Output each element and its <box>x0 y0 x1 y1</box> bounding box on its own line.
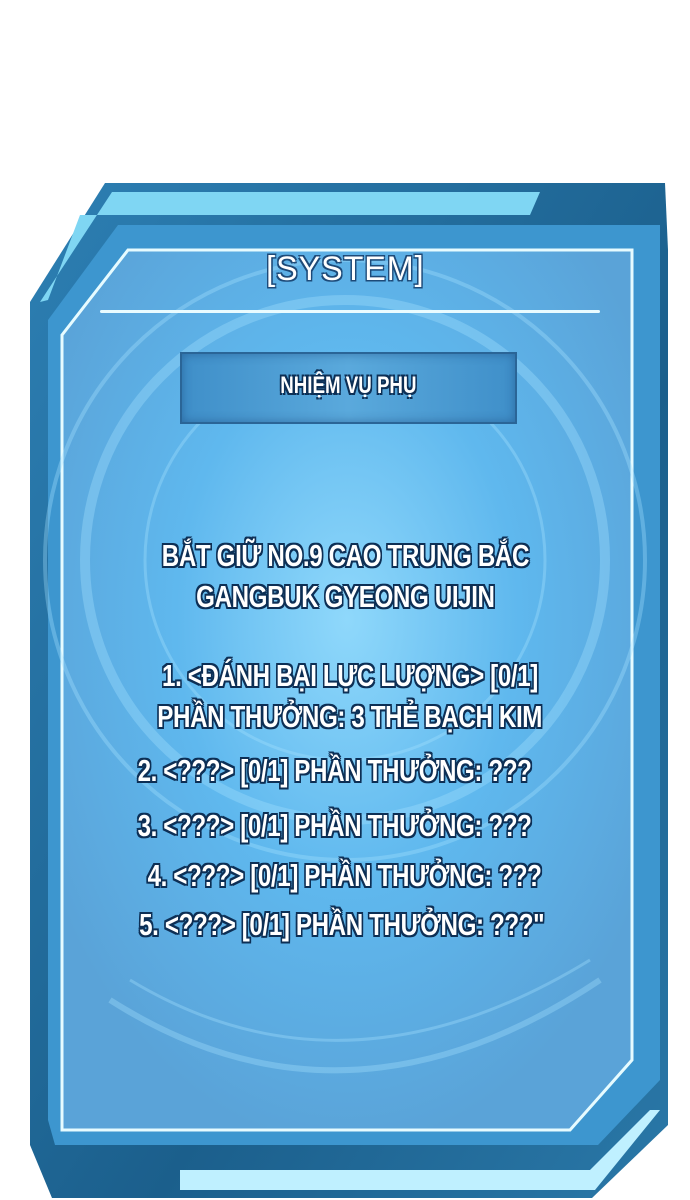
quest-3: 3. <???> [0/1] PHẦN THƯỞNG: ??? <box>137 808 532 843</box>
quest-type-label: NHIỆM VỤ PHỤ <box>280 372 417 399</box>
quest-1: 1. <ĐÁNH BẠI LỰC LƯỢNG> [0/1] <box>162 658 538 693</box>
title-divider <box>100 310 600 313</box>
mission-line-1: BẮT GIỮ NO.9 CAO TRUNG BẮC <box>161 538 529 573</box>
mission-line-2: GANGBUK GYEONG UIJIN <box>195 579 495 614</box>
quest-type-banner: NHIỆM VỤ PHỤ <box>180 352 517 424</box>
quest-1-reward: PHẦN THƯỞNG: 3 THẺ BẠCH KIM <box>157 699 543 734</box>
quest-2: 2. <???> [0/1] PHẦN THƯỞNG: ??? <box>137 753 532 788</box>
system-title: [SYSTEM] <box>265 250 425 288</box>
quest-4: 4. <???> [0/1] PHẦN THƯỞNG: ??? <box>147 858 542 893</box>
quest-5: 5. <???> [0/1] PHẦN THƯỞNG: ???" <box>139 907 545 942</box>
